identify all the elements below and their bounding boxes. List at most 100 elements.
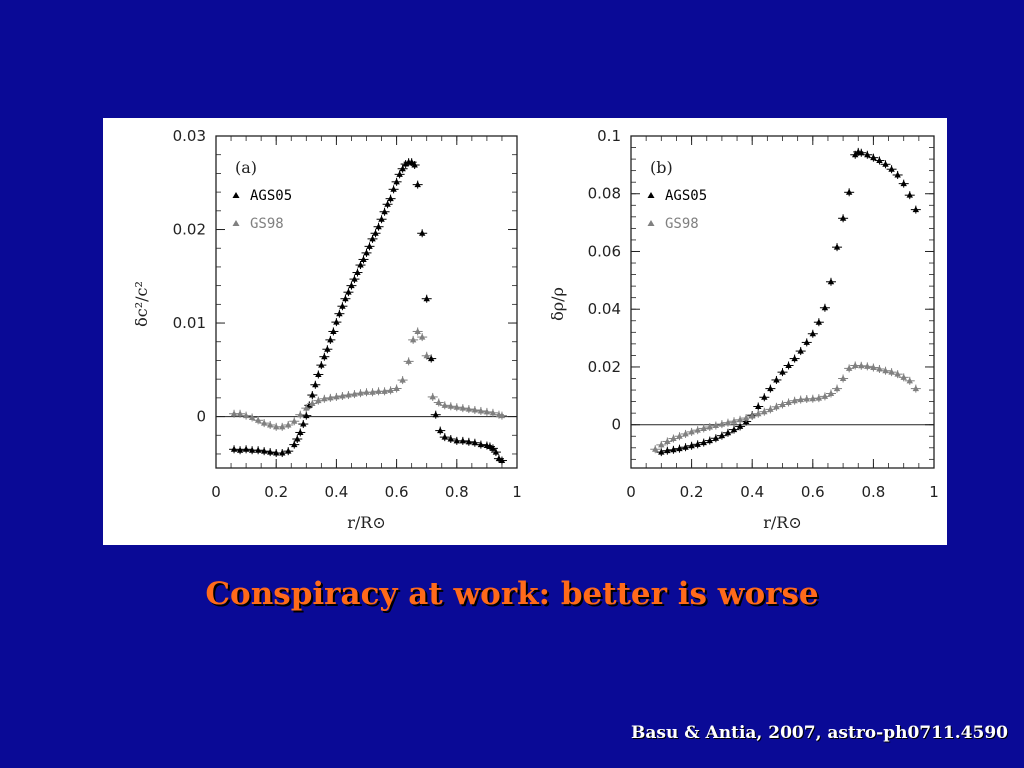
data-point (868, 153, 879, 162)
data-point (825, 389, 836, 398)
data-point (439, 433, 450, 442)
y-tick-label: 0.03 (173, 127, 206, 145)
point-marker (437, 427, 444, 434)
point-marker (242, 412, 250, 419)
point-marker (399, 165, 406, 172)
point-marker (845, 364, 853, 371)
point-marker (864, 151, 871, 158)
legend-label: AGS05 (665, 188, 707, 204)
point-marker (303, 404, 310, 411)
y-tick-label: 0.02 (588, 358, 621, 376)
data-point (490, 448, 501, 457)
point-marker (303, 412, 310, 419)
point-marker (694, 440, 701, 447)
data-point (367, 234, 378, 243)
data-point (331, 318, 342, 327)
data-point (265, 420, 276, 429)
data-point (235, 409, 246, 418)
data-point (795, 347, 806, 356)
point-marker (761, 408, 768, 415)
x-tick-label: 1 (929, 483, 939, 501)
point-marker (495, 455, 503, 462)
data-point (289, 440, 300, 449)
point-marker (773, 403, 780, 410)
data-point (656, 440, 667, 449)
point-marker (315, 370, 322, 377)
point-marker (297, 411, 304, 418)
data-point (364, 242, 375, 251)
point-marker (797, 347, 804, 354)
point-marker (384, 200, 391, 207)
data-point (417, 333, 428, 342)
point-marker (676, 432, 683, 439)
point-marker (797, 396, 804, 403)
point-marker (418, 229, 426, 236)
point-marker (700, 439, 707, 446)
data-point (722, 418, 733, 427)
point-marker (694, 426, 701, 433)
point-marker (363, 388, 370, 395)
point-marker (706, 437, 713, 444)
point-marker (429, 393, 436, 400)
point-marker (291, 441, 298, 448)
chart-panel-a: 0 0.2 0.4 0.6 0.8 1 0 0.01 0.02 0.03 r/R⊙ δc²/c² (a)… (132, 127, 522, 532)
point-marker (321, 353, 328, 360)
data-point (435, 426, 446, 435)
data-point (886, 165, 897, 174)
data-point (241, 411, 252, 420)
data-point (337, 302, 348, 311)
slide-caption: Conspiracy at work: better is worse (205, 576, 819, 612)
point-marker (718, 432, 726, 439)
point-marker (900, 180, 907, 187)
point-marker (906, 191, 913, 198)
data-point (874, 364, 885, 373)
y-tick-label: 0 (611, 416, 621, 434)
point-marker (387, 386, 394, 393)
point-marker (712, 434, 720, 441)
x-tick-label: 0 (211, 483, 221, 501)
data-point (650, 445, 661, 454)
data-point (801, 338, 812, 347)
data-point (710, 434, 721, 443)
point-marker (411, 161, 418, 168)
data-point (283, 420, 294, 429)
point-marker (230, 410, 238, 417)
data-point (388, 185, 399, 194)
data-point (892, 370, 903, 379)
x-tick-label: 0 (626, 483, 636, 501)
x-axis-label: r/R⊙ (763, 513, 802, 532)
x-tick-label: 0.6 (385, 483, 409, 501)
data-point (874, 156, 885, 165)
point-marker (315, 397, 322, 404)
point-marker (870, 154, 877, 161)
data-point (844, 188, 855, 197)
x-tick-label: 0.4 (740, 483, 764, 501)
point-marker (815, 318, 823, 325)
point-marker (670, 446, 677, 453)
point-marker (266, 421, 274, 428)
point-marker (652, 445, 659, 452)
point-marker (773, 376, 780, 383)
legend-marker (647, 192, 655, 198)
data-point (295, 428, 306, 437)
data-point (283, 447, 294, 456)
point-marker (399, 376, 406, 383)
data-point (496, 411, 507, 420)
point-marker (418, 333, 426, 340)
point-marker (821, 304, 829, 311)
point-marker (453, 437, 460, 444)
point-marker (900, 373, 907, 380)
data-point (376, 215, 387, 224)
point-marker (345, 288, 352, 295)
point-marker (809, 330, 816, 337)
point-marker (387, 195, 394, 202)
data-point (838, 214, 849, 223)
point-marker (882, 160, 889, 167)
point-marker (712, 422, 720, 429)
plot-frame (630, 135, 935, 469)
x-axis-label: r/R⊙ (347, 513, 386, 532)
x-tick-label: 1 (512, 483, 522, 501)
plot-frame (215, 135, 518, 469)
point-marker (912, 206, 920, 213)
legend-marker (232, 192, 240, 198)
